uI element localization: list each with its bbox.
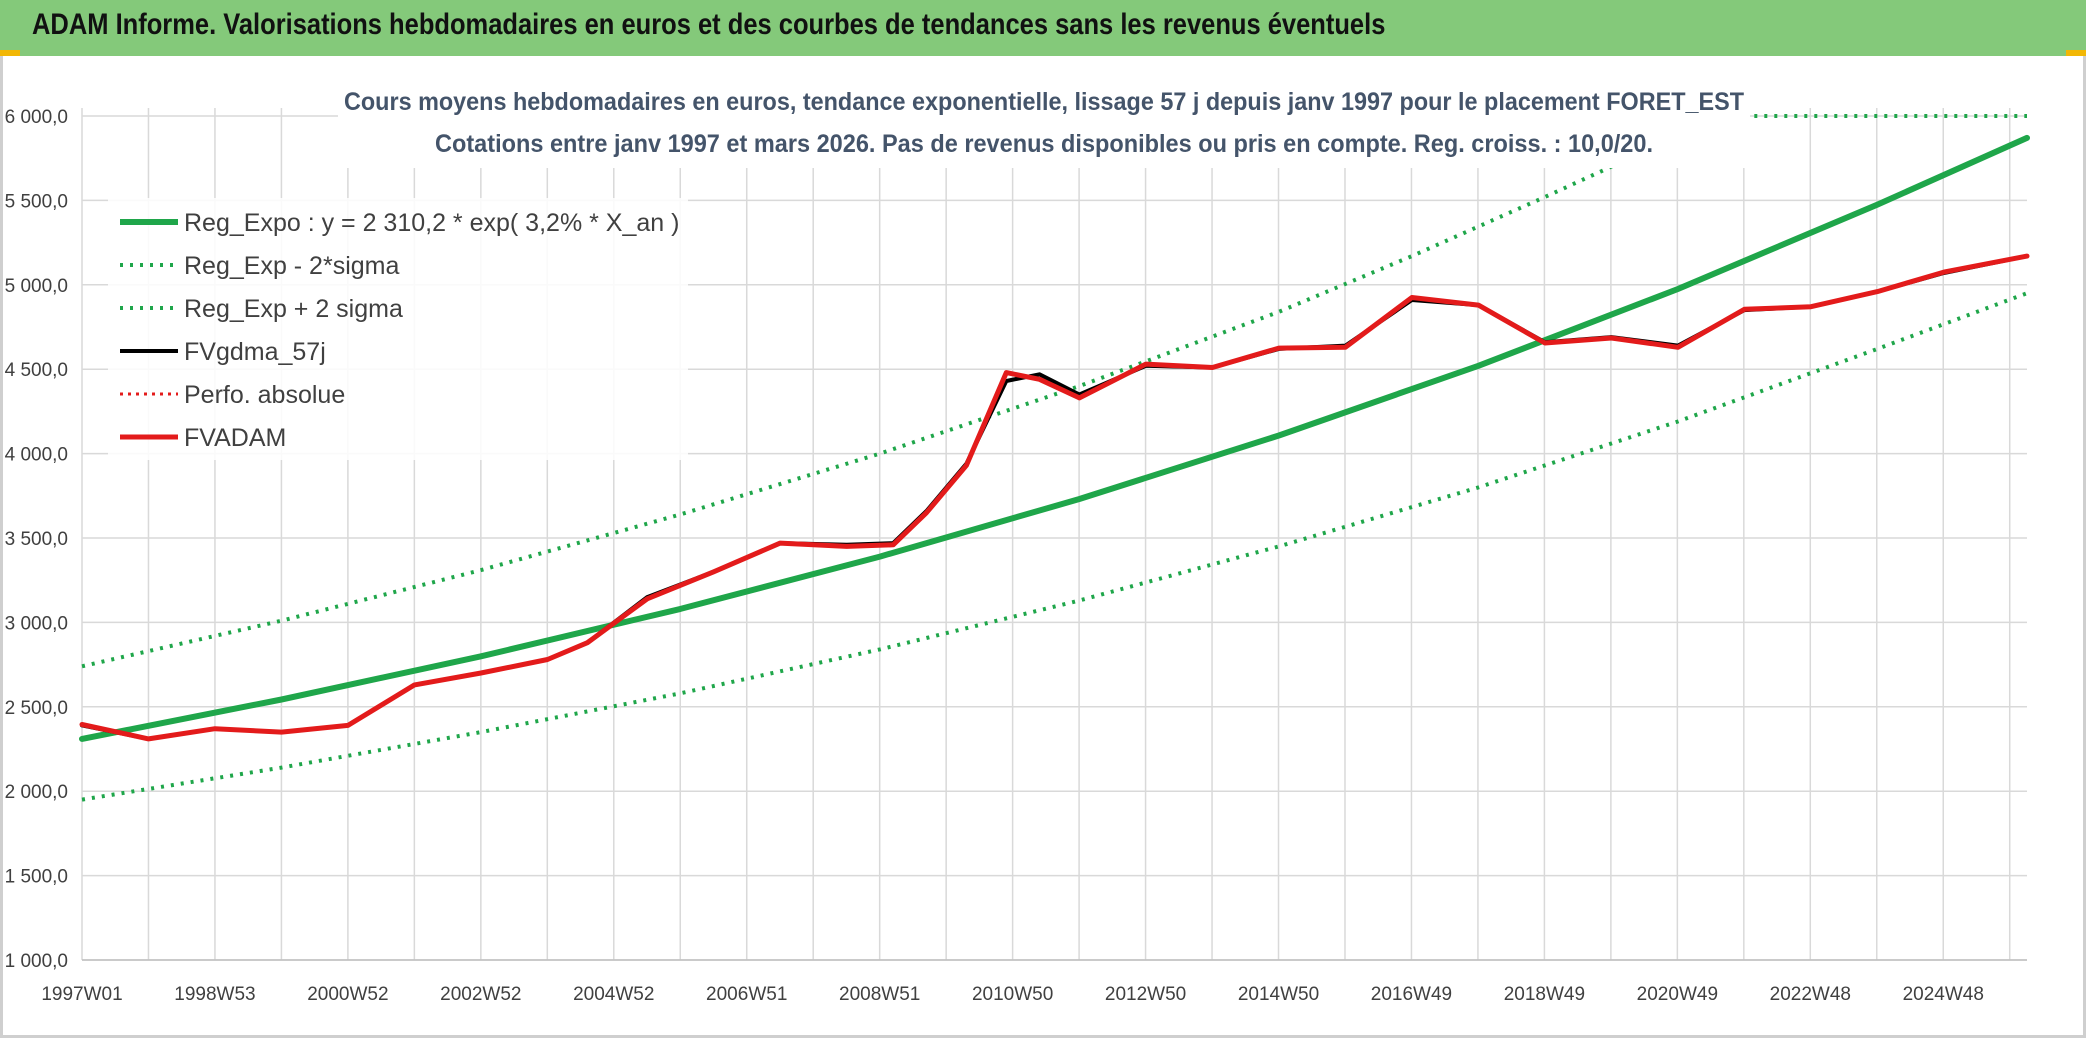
chart-subtitle-line-2: Cotations entre janv 1997 et mars 2026. … — [435, 130, 1653, 158]
corner-marker-right — [2066, 50, 2086, 56]
legend-label: Perfo. absolue — [184, 381, 345, 409]
y-tick-label: 1 000,0 — [5, 951, 68, 972]
y-tick-label: 3 000,0 — [5, 613, 68, 634]
legend-label: FVgdma_57j — [184, 338, 326, 366]
legend-label: Reg_Expo : y = 2 310,2 * exp( 3,2% * X_a… — [184, 209, 679, 237]
y-tick-label: 2 000,0 — [5, 782, 68, 803]
legend-label: FVADAM — [184, 424, 286, 452]
y-axis-ticks: 1 000,0 1 500,0 2 000,0 2 500,0 3 000,0 3 500… — [5, 107, 68, 972]
chart-subtitle: Cours moyens hebdomadaires en euros, ten… — [338, 80, 1750, 168]
x-tick-label: 2014W50 — [1238, 984, 1319, 1005]
y-tick-label: 4 500,0 — [5, 360, 68, 381]
x-tick-label: 2024W48 — [1903, 984, 1984, 1005]
y-tick-label: 3 500,0 — [5, 529, 68, 550]
x-tick-label: 2004W52 — [573, 984, 654, 1005]
page-title: ADAM Informe. Valorisations hebdomadaire… — [32, 8, 1386, 41]
header-bar: ADAM Informe. Valorisations hebdomadaire… — [0, 0, 2086, 56]
x-tick-label: 2010W50 — [972, 984, 1053, 1005]
y-tick-label: 1 500,0 — [5, 867, 68, 888]
x-tick-label: 2008W51 — [839, 984, 920, 1005]
legend-label: Reg_Exp - 2*sigma — [184, 252, 399, 280]
legend-label: Reg_Exp + 2 sigma — [184, 295, 403, 323]
x-tick-label: 2012W50 — [1105, 984, 1186, 1005]
x-tick-label: 2016W49 — [1371, 984, 1452, 1005]
y-tick-label: 4 000,0 — [5, 445, 68, 466]
chart-frame — [0, 56, 2086, 1038]
x-tick-label: 2002W52 — [440, 984, 521, 1005]
corner-marker-left — [0, 50, 20, 56]
chart-subtitle-line-1: Cours moyens hebdomadaires en euros, ten… — [344, 88, 1744, 116]
x-tick-label: 1997W01 — [41, 984, 122, 1005]
y-tick-label: 6 000,0 — [5, 107, 68, 128]
series-line-0 — [79, 134, 2030, 742]
x-tick-label: 2006W51 — [706, 984, 787, 1005]
series-layer — [79, 114, 2030, 802]
legend-backdrop — [108, 198, 688, 460]
legend: Reg_Expo : y = 2 310,2 * exp( 3,2% * X_a… — [108, 198, 688, 460]
x-tick-label: 2018W49 — [1504, 984, 1585, 1005]
x-tick-label: 2022W48 — [1770, 984, 1851, 1005]
subtitle-backdrop — [338, 80, 1750, 168]
series-line-5 — [79, 253, 2030, 742]
x-tick-label: 2000W52 — [307, 984, 388, 1005]
y-tick-label: 5 500,0 — [5, 191, 68, 212]
x-axis-ticks: 1997W01 1998W53 2000W52 2002W52 2004W52 2006W… — [41, 984, 1984, 1005]
y-tick-label: 2 500,0 — [5, 698, 68, 719]
x-tick-label: 1998W53 — [174, 984, 255, 1005]
y-tick-label: 5 000,0 — [5, 276, 68, 297]
x-tick-label: 2020W49 — [1637, 984, 1718, 1005]
